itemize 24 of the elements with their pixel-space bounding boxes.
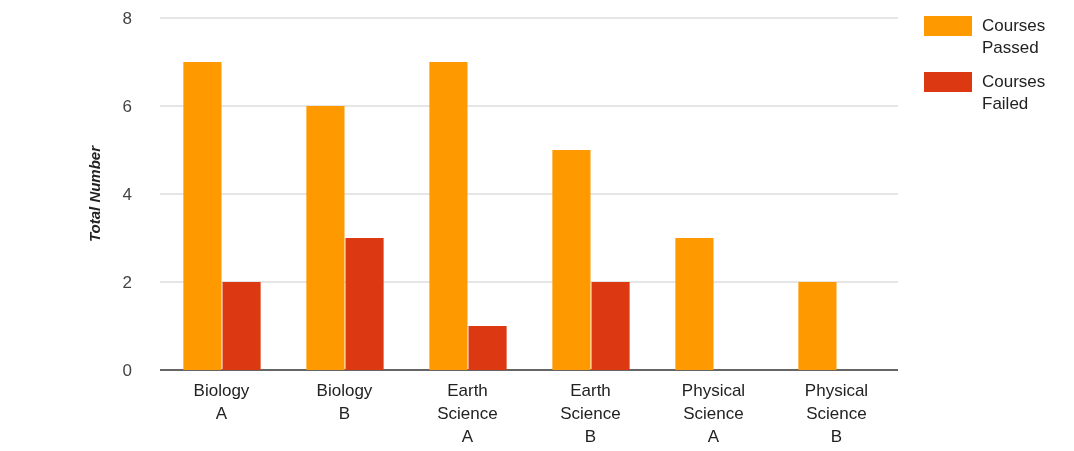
bar xyxy=(468,326,507,370)
x-tick-label: Biology A xyxy=(193,381,250,423)
y-tick-label: 2 xyxy=(122,272,132,292)
x-tick-label: Physical Science A xyxy=(681,381,746,446)
bar xyxy=(591,282,630,370)
y-tick-label: 6 xyxy=(122,96,132,116)
x-tick-label: Earth Science A xyxy=(437,381,498,446)
bar xyxy=(798,282,837,370)
y-axis-title: Total Number xyxy=(86,144,103,243)
legend-label: Courses Passed xyxy=(982,16,1046,57)
bar xyxy=(183,62,222,370)
y-tick-label: 0 xyxy=(122,360,132,380)
bar xyxy=(345,238,384,370)
bar xyxy=(429,62,468,370)
legend-label: Courses Failed xyxy=(982,72,1046,113)
bar xyxy=(222,282,261,370)
bar xyxy=(552,150,591,370)
y-tick-label: 8 xyxy=(122,8,132,28)
x-tick-label: Earth Science B xyxy=(560,381,621,446)
bar xyxy=(306,106,345,370)
y-tick-label: 4 xyxy=(122,184,132,204)
x-tick-label: Biology B xyxy=(316,381,373,423)
bar xyxy=(675,238,714,370)
x-tick-label: Physical Science B xyxy=(804,381,869,446)
